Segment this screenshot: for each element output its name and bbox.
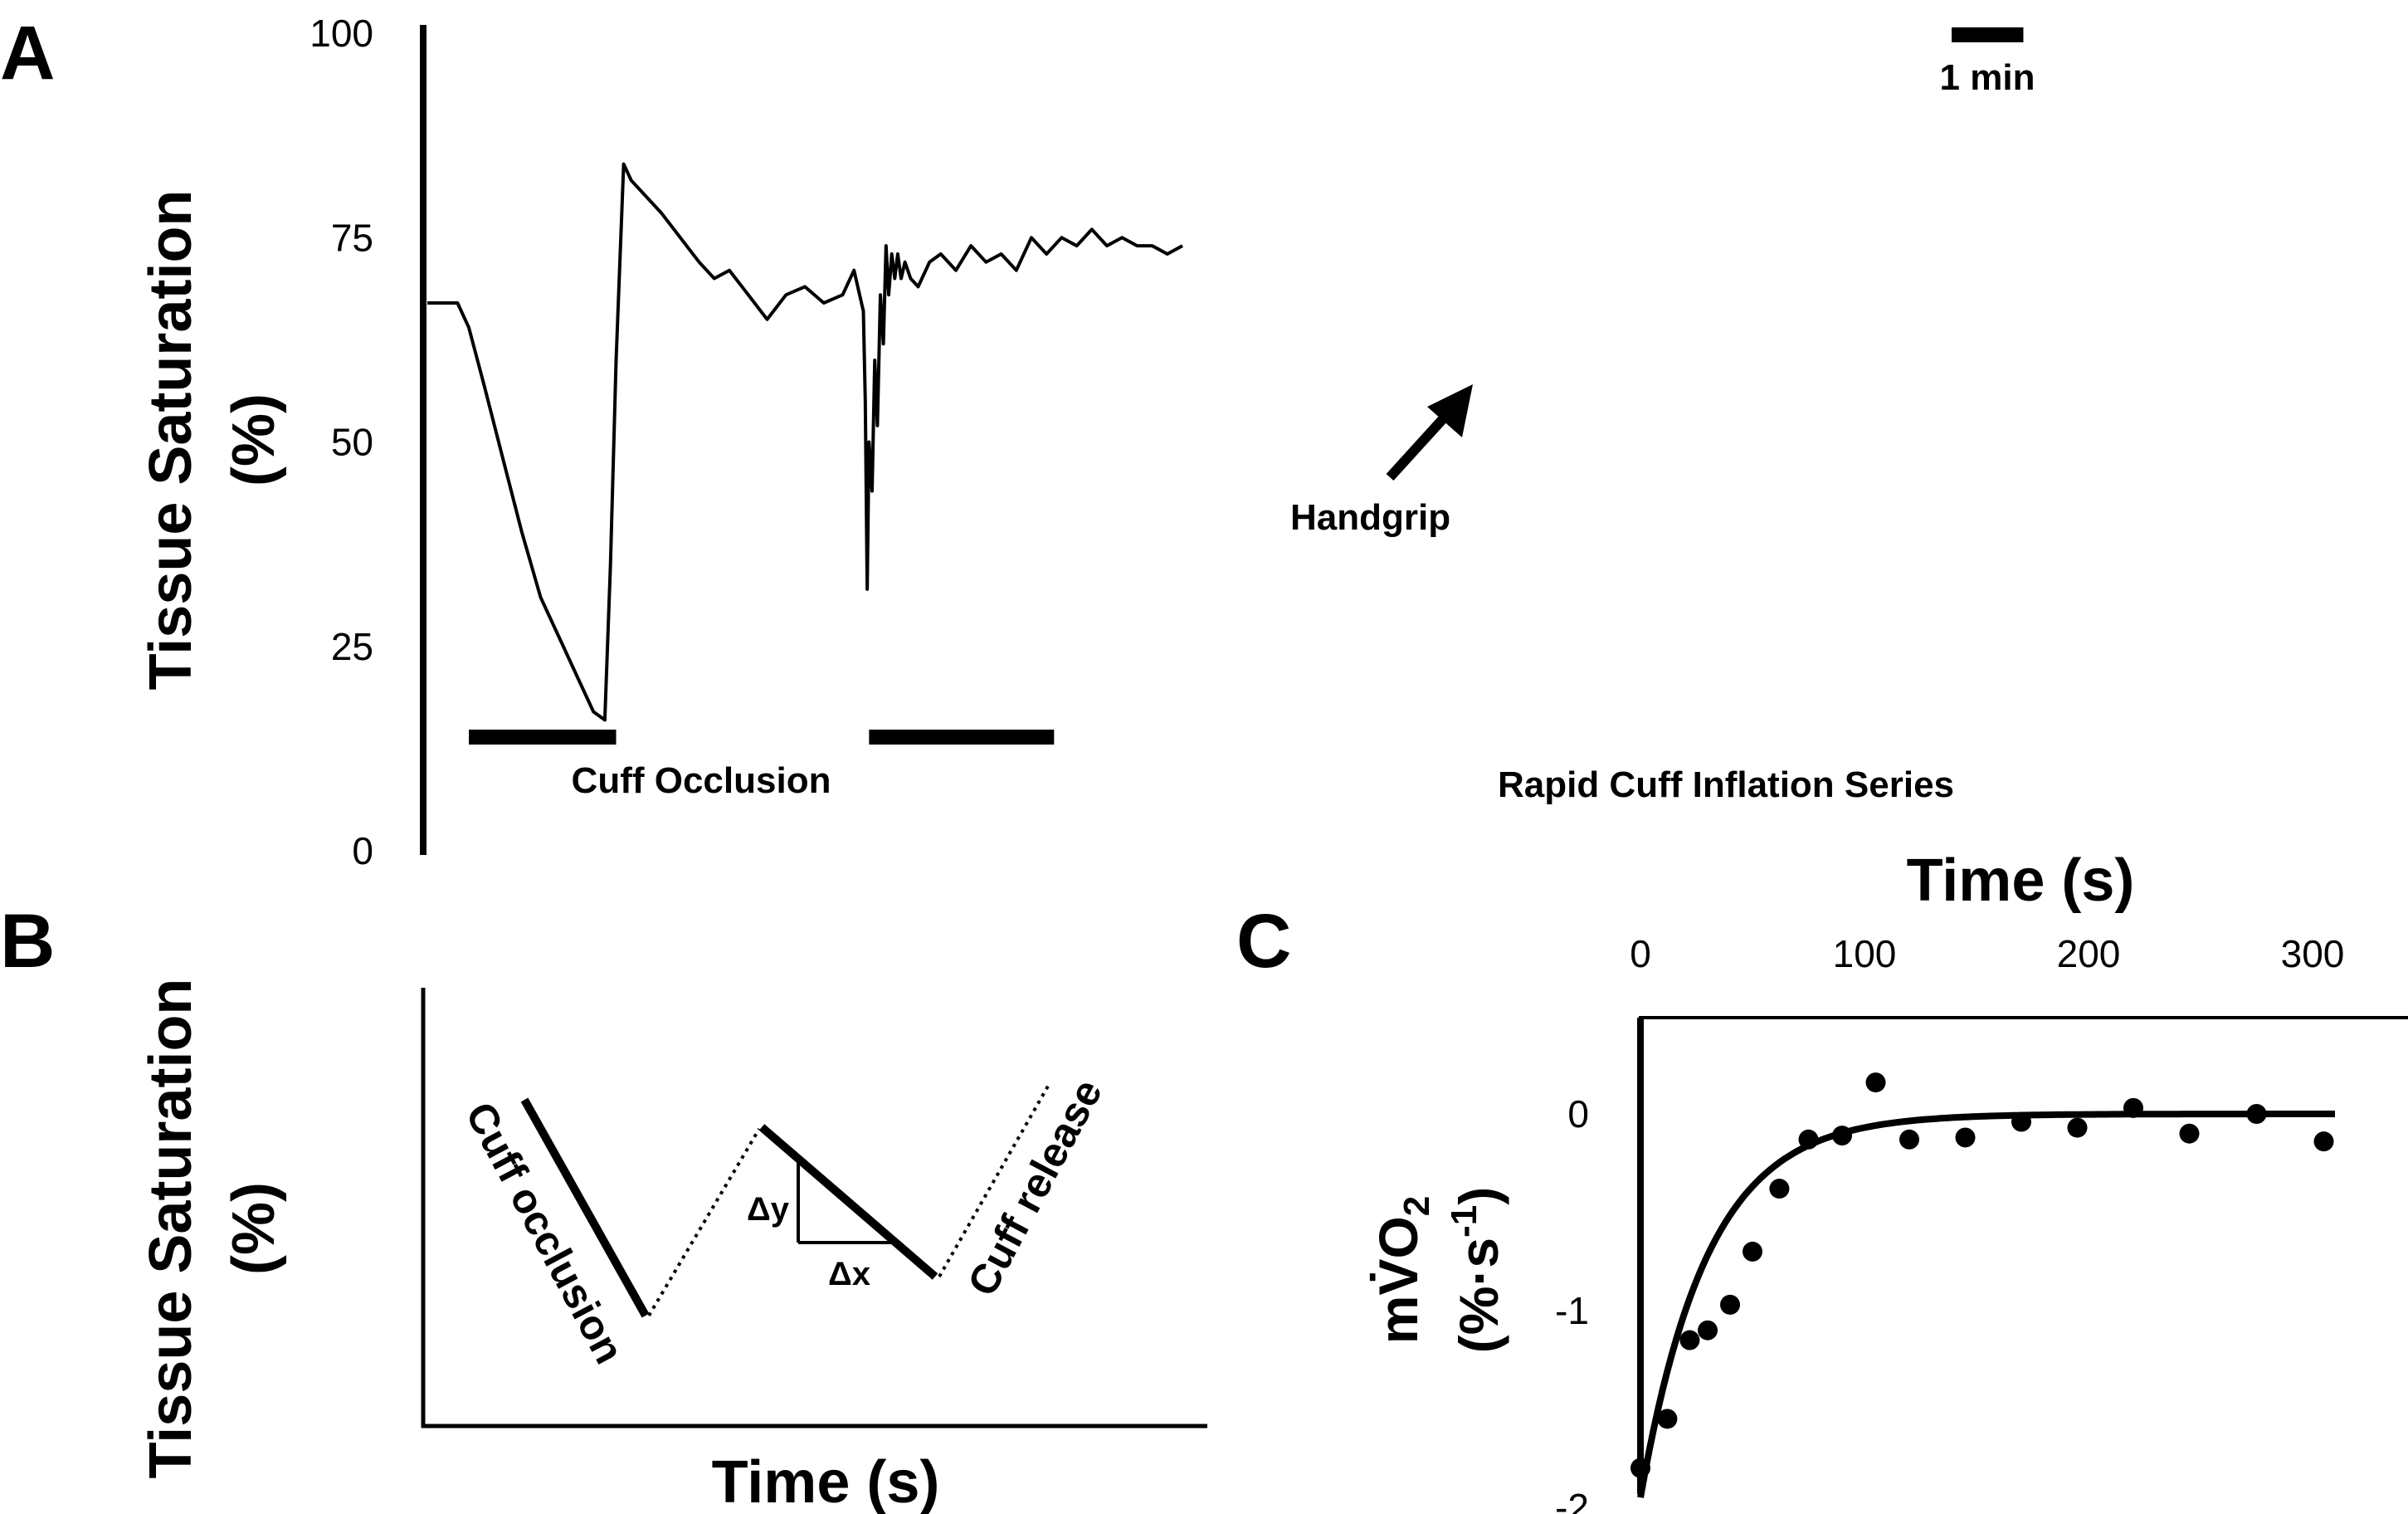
panel-b-dotted-line-1 — [647, 1127, 761, 1317]
panel-b-dotted-line-2 — [938, 1082, 1051, 1277]
panel-a-y-tick-label: 100 — [310, 12, 373, 55]
panel-a-handgrip-arrowhead — [1427, 384, 1473, 437]
panel-b-ylabel-line2: (%) — [221, 1182, 287, 1275]
panel-b-occlusion-line-2 — [758, 1124, 938, 1280]
panel-b-letter: B — [0, 899, 55, 984]
panel-c-data-point — [1657, 1409, 1678, 1429]
panel-c-data-point — [1743, 1241, 1762, 1262]
panel-b-cuff-release-label: Cuff release — [958, 1072, 1111, 1303]
panel-c-letter: C — [1236, 899, 1291, 984]
panel-a: A 0 25 50 75 100 Tissue Saturation (%) 1 min… — [0, 11, 2035, 872]
panel-c-ylabel-line1: mV̇O2 — [1367, 1196, 1437, 1345]
panel-c-data-point — [1865, 1072, 1886, 1093]
panel-c-y-ticks: -2 -1 0 — [1555, 1092, 1589, 1514]
panel-a-y-ticks: 0 25 50 75 100 — [310, 12, 373, 872]
panel-a-y-tick-label: 75 — [331, 216, 373, 259]
panel-c-data-point — [1832, 1126, 1852, 1146]
panel-a-handgrip-arrow-shaft — [1386, 409, 1452, 481]
panel-a-y-tick-label: 25 — [331, 625, 373, 668]
panel-c-data-point — [1769, 1179, 1790, 1199]
panel-a-y-tick-label: 50 — [331, 421, 373, 464]
panel-c-data-point — [1798, 1129, 1819, 1150]
panel-a-ylabel-line1: Tissue Saturation — [138, 190, 204, 691]
panel-a-ylabel-line2: (%) — [221, 393, 287, 486]
panel-c-y-tick-label: 0 — [1567, 1092, 1589, 1136]
panel-c-data-point — [1679, 1330, 1700, 1350]
panel-c-x-ticks: 0 100 200 300 — [1630, 932, 2344, 975]
panel-c-data-point — [1631, 1458, 1650, 1478]
panel-a-handgrip-label: Handgrip — [1290, 497, 1450, 538]
panel-c-x-tick-label: 0 — [1630, 932, 1651, 975]
panel-a-rapid-cuff-label: Rapid Cuff Inflation Series — [1498, 764, 1954, 805]
panel-a-letter: A — [0, 11, 55, 95]
panel-c-y-tick-label: -1 — [1555, 1289, 1589, 1332]
panel-c-x-tick-label: 200 — [2057, 932, 2121, 975]
panel-b-occlusion-line-1 — [520, 1097, 650, 1318]
panel-c-data-point — [1899, 1129, 1919, 1150]
panel-a-saturation-trace — [427, 162, 1183, 722]
panel-c-xlabel: Time (s) — [1907, 847, 2135, 914]
panel-b: B Tissue Saturation (%) Time (s) Δy Δx C… — [0, 899, 1207, 1514]
panel-c-x-tick-label: 300 — [2281, 932, 2345, 975]
panel-c-data-points — [1631, 1072, 2334, 1478]
panel-b-xlabel: Time (s) — [712, 1449, 940, 1514]
panel-b-delta-x-label: Δx — [828, 1256, 870, 1292]
panel-a-cuff-occlusion-label: Cuff Occlusion — [572, 760, 831, 801]
panel-c-ylabel-line2: (%·s-1) — [1444, 1187, 1509, 1353]
panel-c-x-tick-label: 100 — [1833, 932, 1897, 975]
panel-c-fit-curve — [1637, 1111, 2335, 1498]
panel-c-data-point — [2011, 1111, 2031, 1132]
panel-c-data-point — [1698, 1320, 1718, 1341]
panel-c-data-point — [2179, 1123, 2200, 1144]
panel-c-data-point — [1720, 1294, 1740, 1315]
panel-c-data-point — [2123, 1097, 2143, 1118]
panel-c-data-point — [1955, 1127, 1976, 1148]
panel-a-scale-bar-label: 1 min — [1940, 57, 2035, 98]
panel-a-y-tick-label: 0 — [352, 829, 373, 872]
panel-c-data-point — [2067, 1117, 2088, 1138]
panel-c-y-tick-label: -2 — [1555, 1486, 1589, 1514]
panel-b-delta-y-label: Δy — [747, 1191, 790, 1228]
panel-c: C Time (s) 0 100 200 300 -2 -1 0 mV̇O2 (%·s-1… — [1236, 847, 2408, 1514]
panel-c-data-point — [2313, 1131, 2334, 1152]
panel-b-ylabel-line1: Tissue Saturation — [138, 979, 204, 1479]
panel-c-data-point — [2246, 1104, 2267, 1124]
